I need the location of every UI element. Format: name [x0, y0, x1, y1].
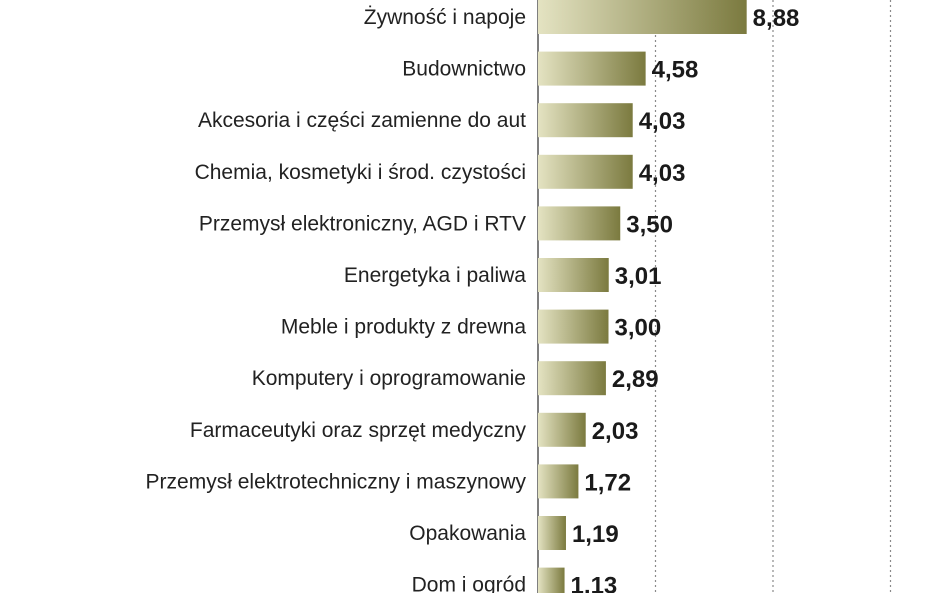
bar — [538, 51, 646, 86]
category-label: Przemysł elektroniczny, AGD i RTV — [199, 212, 526, 235]
bar — [538, 258, 609, 292]
bars — [538, 0, 747, 593]
bar — [538, 361, 606, 396]
category-label: Chemia, kosmetyki i środ. czystości — [195, 161, 526, 184]
data-label: 1,13 — [571, 573, 618, 593]
data-label: 3,01 — [615, 263, 662, 290]
grid-lines — [537, 0, 892, 593]
bar — [538, 412, 586, 447]
data-label: 4,58 — [652, 57, 699, 84]
category-labels: Żywność i napoje Budownictwo Akcesoria i c… — [146, 6, 527, 593]
category-label: Budownictwo — [402, 58, 526, 81]
data-label: 4,03 — [639, 160, 686, 187]
data-label: 1,19 — [572, 521, 619, 548]
category-label: Energetyka i paliwa — [344, 264, 526, 287]
category-label: Komputery i oprogramowanie — [252, 367, 526, 390]
category-label: Akcesoria i części zamienne do aut — [198, 109, 526, 132]
category-label: Farmaceutyki oraz sprzęt medyczny — [190, 419, 527, 442]
bar — [538, 567, 565, 593]
category-label: Opakowania — [409, 522, 526, 545]
data-label: 2,03 — [592, 418, 639, 445]
data-label: 3,00 — [615, 315, 662, 342]
bar — [538, 309, 609, 344]
data-label: 1,72 — [584, 469, 631, 496]
data-label: 3,50 — [626, 211, 673, 238]
category-label: Żywność i napoje — [364, 6, 526, 29]
bar — [538, 0, 747, 34]
data-label: 2,89 — [612, 366, 659, 393]
data-label: 4,03 — [639, 108, 686, 135]
bar — [538, 516, 566, 550]
bar — [538, 464, 579, 499]
bar — [538, 206, 621, 241]
bar — [538, 103, 633, 138]
category-label: Dom i ogród — [412, 574, 526, 593]
category-label: Przemysł elektrotechniczny i maszynowy — [146, 470, 527, 493]
value-labels: 8,88 4,58 4,03 4,03 3,50 3,01 3,00 2,89 2,03 1,72… — [571, 5, 800, 593]
category-label: Meble i produkty z drewna — [281, 316, 526, 339]
bar — [538, 154, 633, 189]
data-label: 8,88 — [753, 5, 800, 32]
